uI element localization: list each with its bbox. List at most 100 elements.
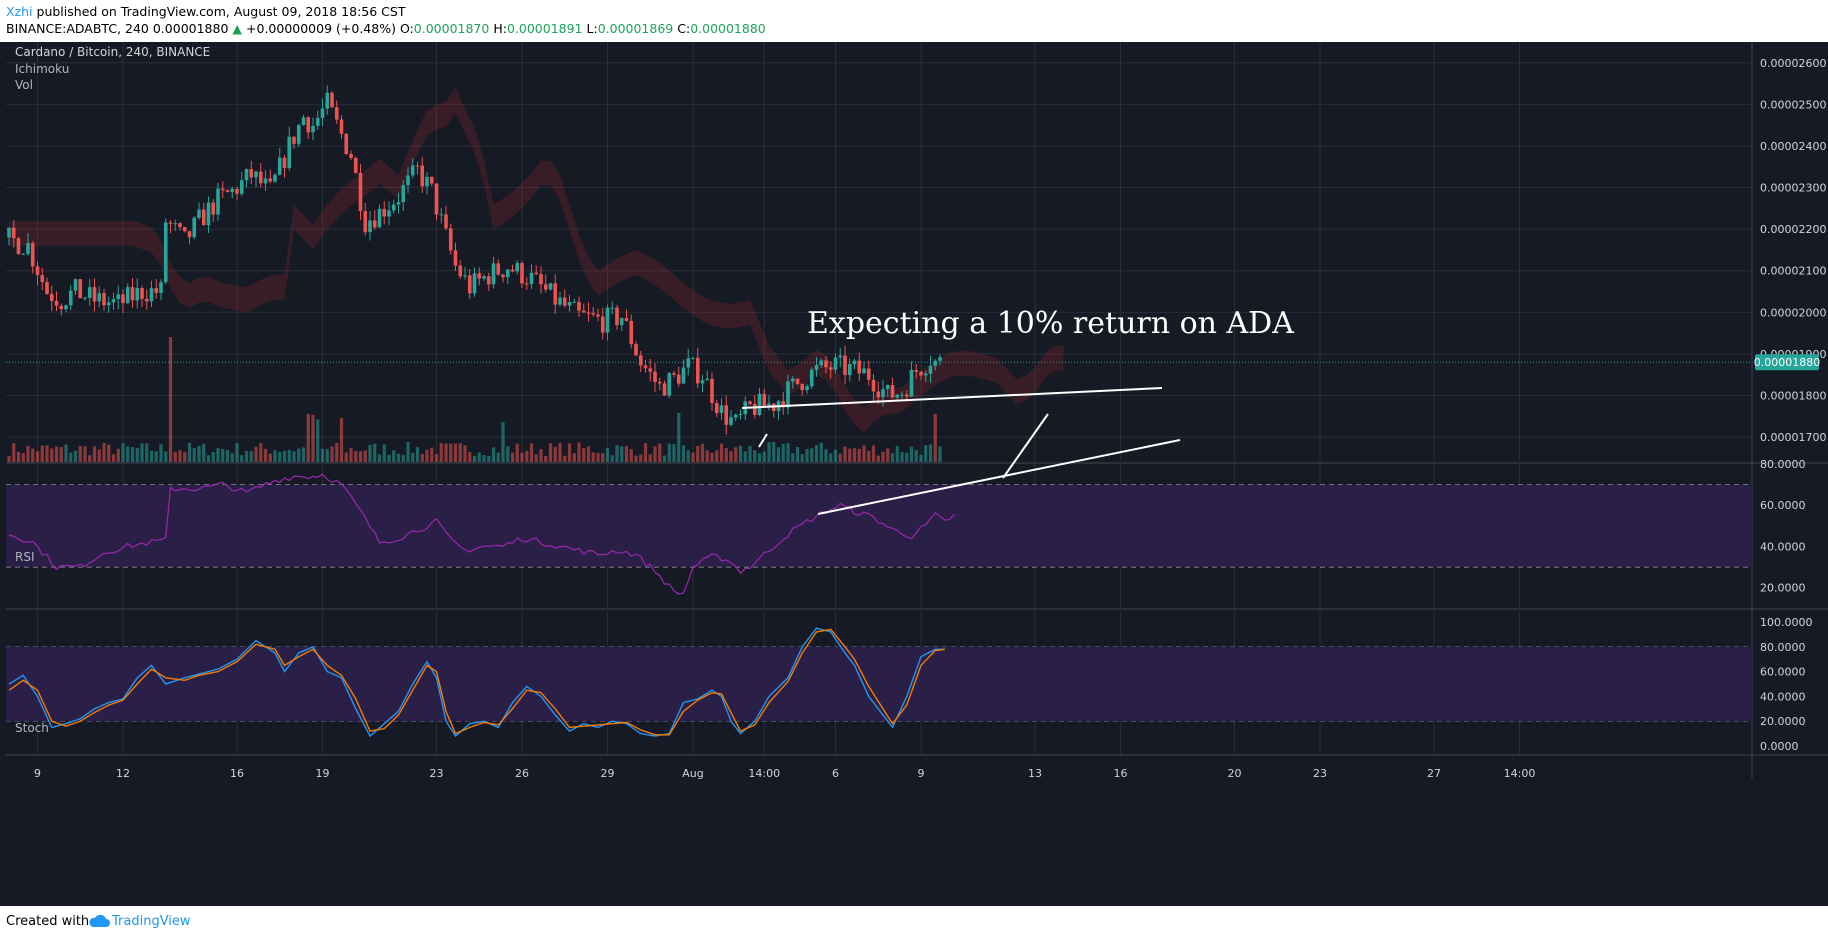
candle-body xyxy=(605,307,610,333)
candle-body xyxy=(491,263,496,285)
volume-bar xyxy=(297,448,301,462)
candle-body xyxy=(220,188,225,191)
candle-body xyxy=(68,290,73,306)
volume-bar xyxy=(938,446,942,462)
candle-body xyxy=(662,383,667,396)
x-tick-label: 23 xyxy=(430,767,444,780)
volume-bar xyxy=(753,450,757,462)
candle-body xyxy=(876,391,881,398)
volume-bar xyxy=(363,450,367,462)
volume-bar xyxy=(92,446,97,462)
candle-body xyxy=(524,283,529,285)
volume-bar xyxy=(69,452,73,462)
volume-bar xyxy=(700,443,705,462)
rsi-tick-label: 60.0000 xyxy=(1760,499,1806,512)
candle-body xyxy=(444,214,448,229)
volume-bar xyxy=(928,444,933,462)
candle-body xyxy=(244,169,249,181)
volume-bar xyxy=(933,413,937,462)
small-trendline[interactable] xyxy=(758,433,768,448)
arrow-up-icon: ▲ xyxy=(232,21,243,36)
volume-bar xyxy=(145,443,149,462)
volume-bar xyxy=(577,442,581,462)
trading-chart[interactable]: Expecting a 10% return on ADA Cardano / … xyxy=(0,42,1828,906)
volume-bar xyxy=(292,451,296,462)
volume-bar xyxy=(64,444,68,462)
volume-bar xyxy=(83,446,87,462)
candle-body xyxy=(410,165,415,176)
volume-bar xyxy=(254,446,258,462)
volume-bar xyxy=(31,448,35,462)
volume-bar xyxy=(35,451,40,462)
volume-bar xyxy=(729,451,733,462)
volume-bar xyxy=(558,443,562,462)
volume-bar xyxy=(658,443,662,462)
candle-body xyxy=(306,117,311,133)
volume-bar xyxy=(800,454,804,462)
upper-trendline[interactable] xyxy=(741,387,1163,409)
volume-bar xyxy=(696,445,700,462)
volume-bars xyxy=(7,337,942,462)
candle-body xyxy=(786,381,790,408)
tradingview-link[interactable]: TradingView xyxy=(112,914,191,929)
candle-body xyxy=(520,263,524,284)
volume-bar xyxy=(553,447,557,462)
candle-body xyxy=(339,119,344,134)
rsi-line xyxy=(8,473,955,595)
volume-bar xyxy=(197,445,201,462)
candle-body xyxy=(273,174,277,182)
trendlines[interactable] xyxy=(741,387,1181,515)
candle-body xyxy=(881,389,885,398)
volume-bar xyxy=(453,443,458,462)
candle-body xyxy=(287,136,292,168)
candle-body xyxy=(16,238,21,254)
volume-bar xyxy=(786,443,790,462)
candle-body xyxy=(738,414,743,416)
stoch-tick-label: 20.0000 xyxy=(1760,715,1806,728)
candle-body xyxy=(634,344,638,356)
rsi-tick-label: 20.0000 xyxy=(1760,581,1806,594)
candle-body xyxy=(296,125,301,144)
candle-body xyxy=(87,287,92,298)
candle-body xyxy=(353,157,358,173)
candle-body xyxy=(800,383,805,391)
candle-body xyxy=(334,107,339,120)
volume-bar xyxy=(477,452,481,462)
lower-trendline[interactable] xyxy=(817,439,1181,515)
volume-bar xyxy=(377,454,382,462)
candle-body xyxy=(857,360,862,374)
price-tick-label: 0.00002400 xyxy=(1760,140,1826,153)
candle-body xyxy=(700,380,705,384)
volume-bar xyxy=(216,448,220,462)
x-tick-label: 9 xyxy=(918,767,925,780)
volume-bar xyxy=(639,454,643,462)
volume-bar xyxy=(719,443,724,462)
published-text: published on TradingView.com, August 09,… xyxy=(36,4,406,19)
candle-body xyxy=(767,403,771,406)
price-tick-label: 0.00002000 xyxy=(1760,306,1826,319)
candle-body xyxy=(448,228,453,251)
volume-bar xyxy=(368,444,372,462)
short-trendline[interactable] xyxy=(1002,413,1049,479)
volume-bar xyxy=(401,454,405,462)
volume-bar xyxy=(354,451,358,462)
candle-body xyxy=(149,288,154,302)
author-link[interactable]: Xzhi xyxy=(6,4,33,19)
volume-bar xyxy=(852,448,857,462)
volume-bar xyxy=(525,450,529,462)
candle-body xyxy=(434,183,439,215)
volume-bar xyxy=(824,449,828,462)
candle-body xyxy=(21,253,26,255)
volume-bar xyxy=(444,443,448,462)
price-tick-label: 0.00002600 xyxy=(1760,57,1826,70)
y-axis: 0.000017000.000018000.000019000.00002000… xyxy=(1760,57,1826,753)
volume-bar xyxy=(582,448,586,462)
stoch-tick-label: 60.0000 xyxy=(1760,666,1806,679)
candle-body xyxy=(382,208,387,217)
candle-body xyxy=(581,310,586,313)
candle-body xyxy=(363,211,368,233)
volume-bar xyxy=(567,443,572,462)
candle-body xyxy=(54,301,59,306)
candle-body xyxy=(35,266,40,276)
volume-bar xyxy=(491,447,496,462)
